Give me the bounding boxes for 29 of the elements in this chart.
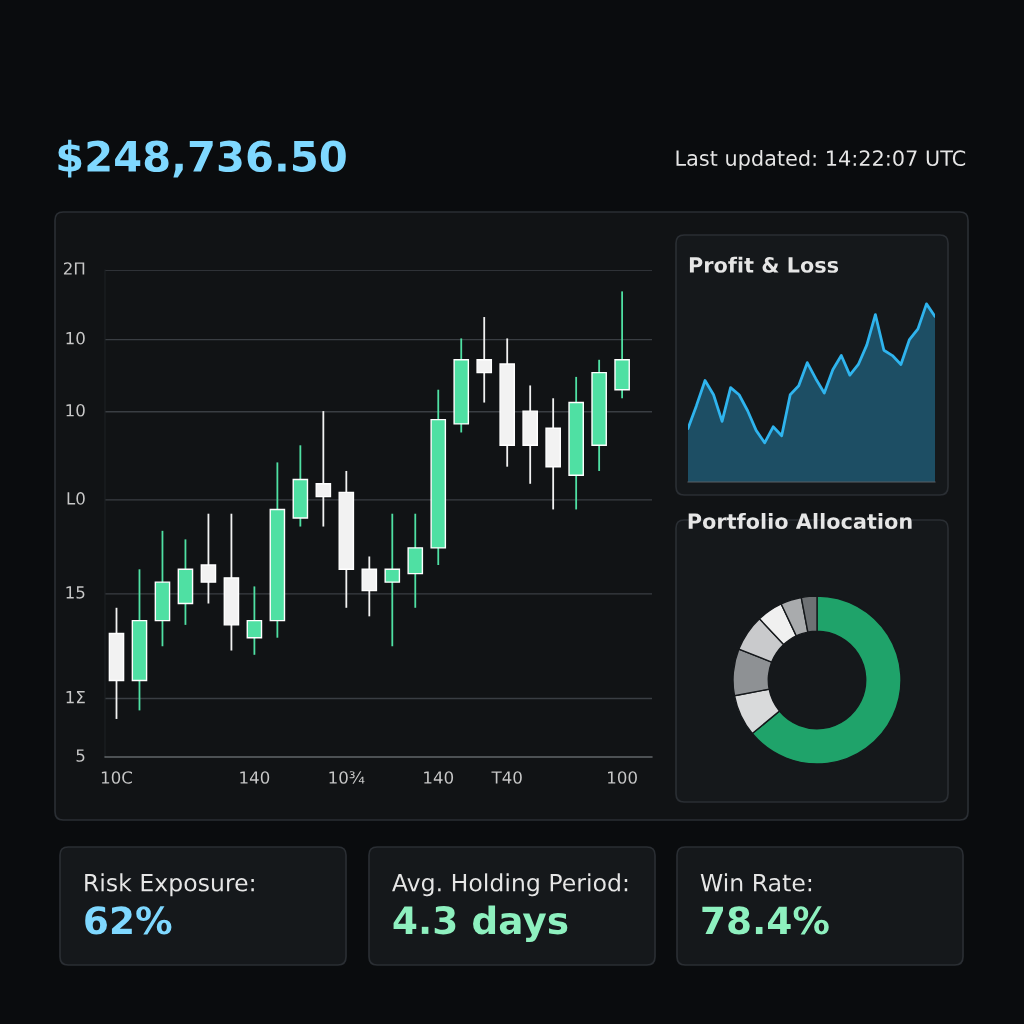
text: 78.4% — [702, 906, 829, 935]
text: Avg. Holding Period: — [392, 873, 628, 897]
chart-title: Portfolio Allocation — [688, 512, 912, 530]
candlestick — [315, 410, 332, 528]
x-tick-label: 10¾ — [329, 771, 365, 784]
text: 5 — [76, 749, 85, 762]
chart-title: Profit & Loss — [689, 256, 839, 273]
candlestick — [246, 585, 263, 656]
x-tick-label: 140 — [240, 771, 270, 784]
x-tick-label: 100 — [608, 771, 637, 784]
x-tick-label: 140 — [424, 771, 454, 784]
x-tick-label: 10C — [101, 771, 133, 784]
text: Win Rate: — [700, 873, 812, 892]
text: 4.3 days — [393, 905, 568, 942]
candlestick — [384, 512, 401, 648]
text: 1Σ — [66, 691, 85, 704]
text: 15 — [66, 586, 85, 599]
text: L0 — [67, 492, 85, 505]
text: 10 — [66, 403, 85, 417]
x-tick-label: T40 — [491, 771, 522, 784]
candlestick — [361, 555, 378, 618]
text: Risk Exposure: — [85, 873, 254, 897]
text: 10 — [66, 331, 85, 345]
text: 62% — [85, 906, 172, 935]
candlestick — [476, 316, 493, 404]
text: $248,736.50 — [58, 139, 346, 178]
candlestick — [200, 512, 217, 605]
text: 2Π — [63, 262, 85, 275]
text: Last updated: 14:22:07 UTC — [676, 149, 966, 171]
